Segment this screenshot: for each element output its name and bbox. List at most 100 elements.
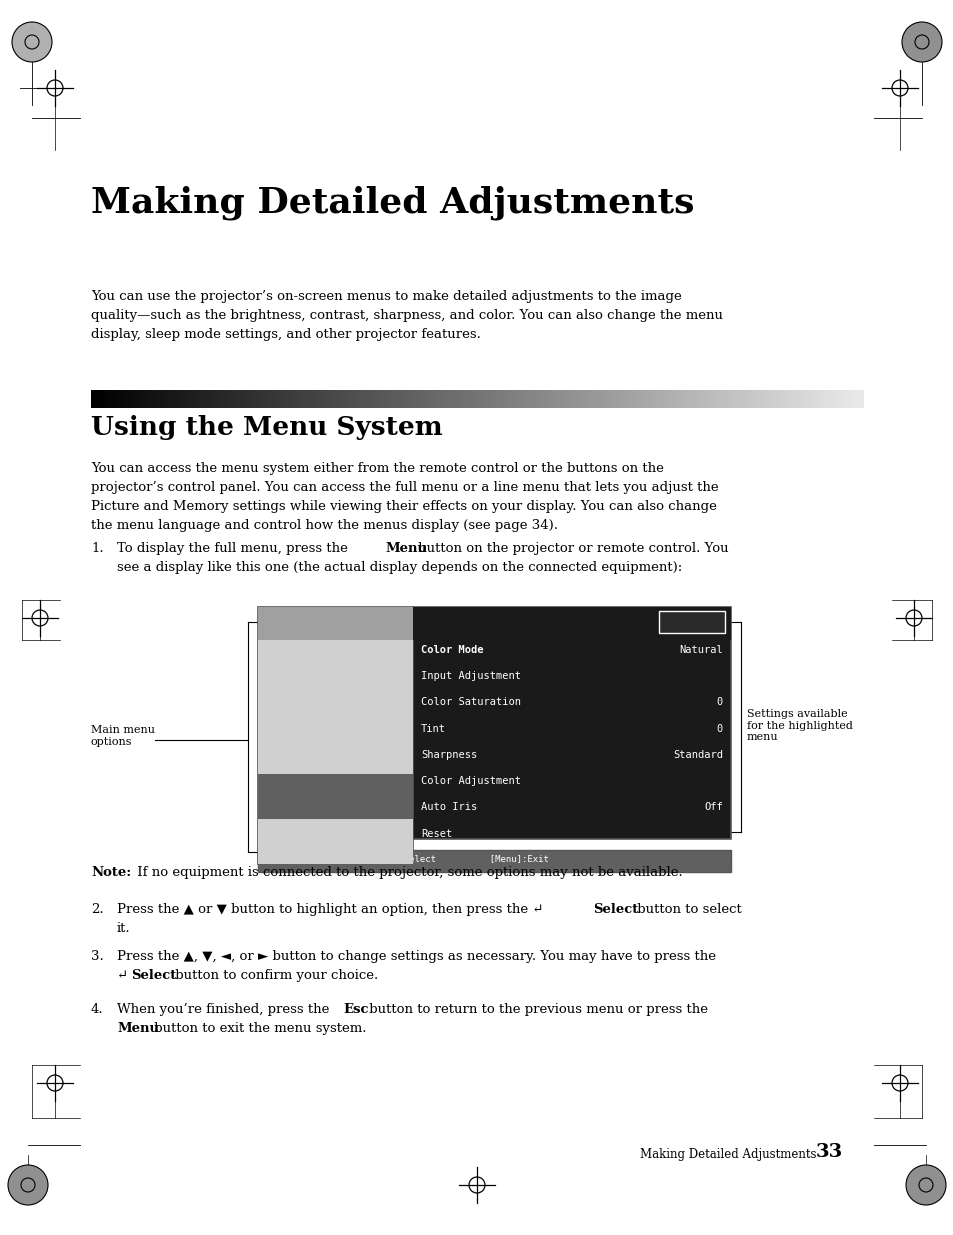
Bar (483, 390, 491, 408)
Bar (413, 390, 419, 408)
Bar (399, 390, 407, 408)
Bar (746, 390, 754, 408)
Bar (130, 390, 137, 408)
Bar (586, 390, 593, 408)
Text: 33: 33 (815, 1144, 842, 1161)
Text: Using the Menu System: Using the Menu System (91, 415, 442, 440)
Text: Tint: Tint (420, 724, 446, 734)
Bar (341, 390, 349, 408)
Bar (188, 390, 194, 408)
Circle shape (905, 1165, 945, 1205)
Text: Menu: Menu (117, 1023, 159, 1035)
Bar (245, 390, 253, 408)
Bar (315, 390, 323, 408)
Bar (779, 390, 786, 408)
Text: Main menu
options: Main menu options (91, 725, 154, 747)
Bar (650, 390, 658, 408)
Text: Auto Iris: Auto Iris (420, 803, 476, 813)
Circle shape (8, 1165, 48, 1205)
Bar (554, 390, 561, 408)
Bar (676, 390, 683, 408)
Bar (663, 390, 670, 408)
Text: quality—such as the brightness, contrast, sharpness, and color. You can also cha: quality—such as the brightness, contrast… (91, 309, 722, 322)
Bar (560, 390, 567, 408)
Bar (811, 390, 818, 408)
Bar (727, 390, 735, 408)
Bar (252, 390, 259, 408)
Bar (257, 606, 413, 864)
Text: Settings: Settings (266, 692, 317, 701)
Text: When you’re finished, press the: When you’re finished, press the (117, 1003, 334, 1016)
Bar (521, 390, 529, 408)
Bar (438, 390, 445, 408)
Text: If no equipment is connected to the projector, some options may not be available: If no equipment is connected to the proj… (132, 866, 682, 879)
Text: Making Detailed Adjustments: Making Detailed Adjustments (91, 185, 694, 220)
Text: it.: it. (117, 923, 131, 935)
Bar (734, 390, 741, 408)
Circle shape (12, 22, 52, 62)
Bar (464, 390, 471, 408)
Bar (258, 390, 266, 408)
Bar (624, 390, 632, 408)
Bar (387, 390, 394, 408)
Bar (720, 390, 728, 408)
Bar (284, 390, 291, 408)
Bar (116, 390, 124, 408)
Text: 4.: 4. (91, 1003, 104, 1016)
Bar (830, 390, 838, 408)
Bar (361, 390, 368, 408)
Bar (296, 390, 304, 408)
Bar (104, 390, 112, 408)
Bar (598, 390, 606, 408)
Text: Making Detailed Adjustments: Making Detailed Adjustments (639, 1149, 816, 1161)
Bar (849, 390, 857, 408)
Bar (329, 390, 336, 408)
Bar (618, 390, 625, 408)
Bar (695, 390, 702, 408)
Text: You can access the menu system either from the remote control or the buttons on : You can access the menu system either fr… (91, 462, 663, 475)
Bar (97, 390, 105, 408)
Bar (502, 390, 510, 408)
Text: Input Adjustment: Input Adjustment (420, 672, 520, 682)
Text: button to select: button to select (633, 903, 741, 916)
Bar (310, 390, 316, 408)
Bar (785, 390, 792, 408)
Bar (257, 774, 413, 819)
Bar (605, 390, 613, 408)
Text: Picture: Picture (266, 613, 313, 622)
Bar (631, 390, 639, 408)
Bar (579, 390, 587, 408)
Text: display, sleep mode settings, and other projector features.: display, sleep mode settings, and other … (91, 329, 480, 341)
Text: Reset: Reset (420, 829, 452, 839)
Bar (489, 390, 497, 408)
Bar (142, 390, 150, 408)
Text: Picture and Memory settings while viewing their effects on your display. You can: Picture and Memory settings while viewin… (91, 500, 716, 513)
Text: Image: Image (266, 647, 298, 657)
Bar (123, 390, 131, 408)
Text: 0: 0 (716, 724, 722, 734)
Bar (257, 640, 413, 684)
Text: Esc: Esc (343, 1003, 368, 1016)
Text: Press the ▲, ▼, ◄, or ► button to change settings as necessary. You may have to : Press the ▲, ▼, ◄, or ► button to change… (117, 950, 716, 963)
Bar (573, 390, 580, 408)
Text: Off: Off (703, 803, 722, 813)
Bar (804, 390, 812, 408)
Bar (162, 390, 169, 408)
Bar (669, 390, 677, 408)
Text: Natural: Natural (679, 645, 722, 655)
Bar (540, 390, 548, 408)
Text: button on the projector or remote control. You: button on the projector or remote contro… (414, 542, 728, 555)
Text: see a display like this one (the actual display depends on the connected equipme: see a display like this one (the actual … (117, 561, 681, 574)
Bar (547, 390, 555, 408)
Text: Press the ▲ or ▼ button to highlight an option, then press the ↵: Press the ▲ or ▼ button to highlight an … (117, 903, 547, 916)
Bar (413, 606, 730, 839)
Bar (765, 390, 773, 408)
Bar (689, 390, 696, 408)
Text: Note:: Note: (91, 866, 132, 879)
Bar (444, 390, 452, 408)
Bar (457, 390, 465, 408)
Text: 1.: 1. (91, 542, 104, 555)
Bar (219, 390, 227, 408)
Bar (213, 390, 220, 408)
Text: Color Saturation: Color Saturation (420, 698, 520, 708)
